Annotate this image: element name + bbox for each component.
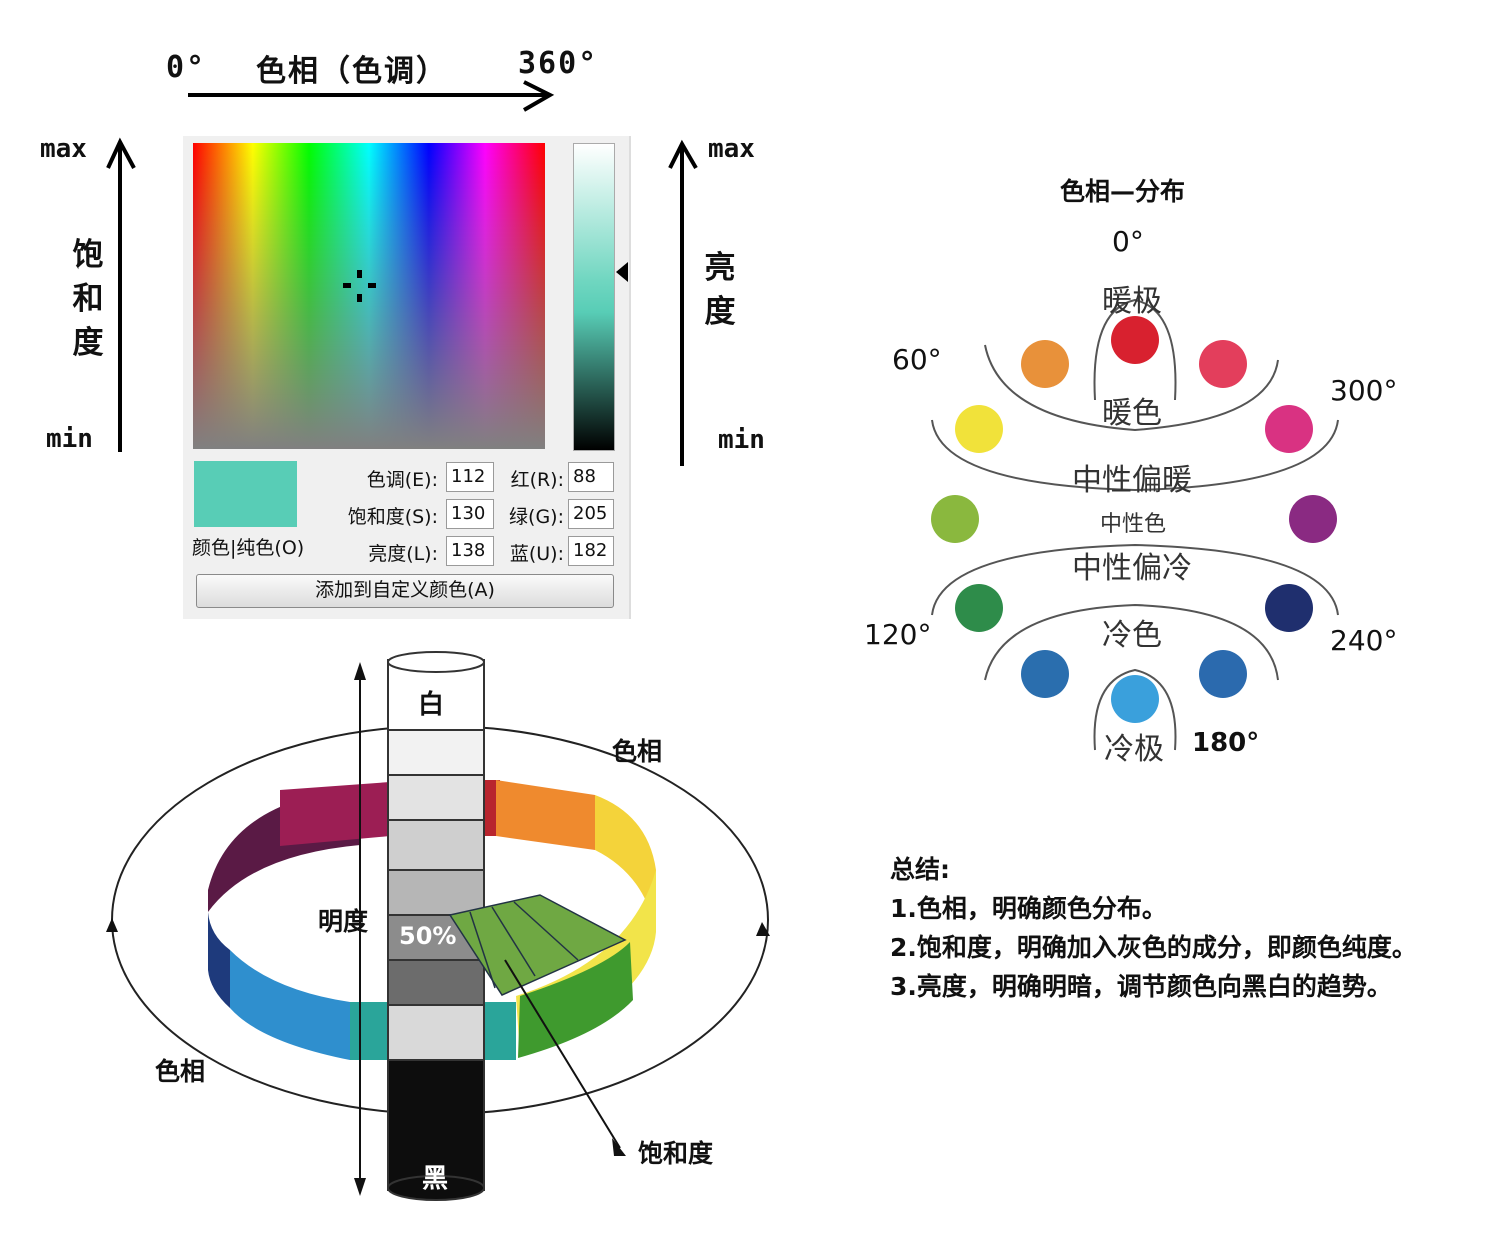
neutral-warm-label: 中性偏暖: [1072, 463, 1192, 498]
summary-title: 总结:: [890, 855, 950, 884]
saturation-field-label: 饱和度(S):: [347, 506, 438, 528]
luminance-pointer-icon[interactable]: [616, 262, 630, 284]
hue-dot-cyan: [1111, 675, 1159, 723]
cylinder-black: [387, 1059, 485, 1191]
spectrum-crosshair-icon[interactable]: [340, 266, 380, 306]
saturation-wedge: [448, 894, 627, 996]
cylinder-white-label: 白: [418, 690, 445, 720]
luminance-axis-title: 亮度: [704, 250, 736, 330]
saturation-field[interactable]: 130: [446, 499, 494, 529]
hue-dot-blue-right: [1199, 650, 1247, 698]
luminance-max-label: max: [708, 134, 755, 164]
deg-60-label: 60°: [892, 343, 942, 376]
luminance-field[interactable]: 138: [446, 536, 494, 566]
saturation-axis-arrow: [106, 137, 136, 452]
saturation-max-label: max: [40, 134, 87, 164]
hue-dot-blue-left: [1021, 650, 1069, 698]
luminance-axis-arrow: [668, 139, 698, 466]
saturation-min-label: min: [46, 424, 93, 454]
hue-dot-orange: [1021, 340, 1069, 388]
hue-saturation-spectrum[interactable]: [193, 143, 545, 449]
hue-dot-crimson: [1199, 340, 1247, 388]
hue-dot-purple: [1289, 495, 1337, 543]
warm-label: 暖色: [1102, 396, 1162, 431]
orbit-arrow-left: [106, 918, 118, 932]
swatch-label: 颜色|纯色(O): [192, 537, 305, 559]
hue-field[interactable]: 112: [446, 462, 494, 492]
cylinder-bottom-cap: [387, 1175, 485, 1201]
saturation-pointer-line: [504, 959, 621, 1149]
cylinder-fifty-label: 50%: [399, 922, 457, 950]
hue-dot-green: [955, 584, 1003, 632]
saturation-axis-title: 饱和度: [72, 237, 104, 361]
cylinder-band-3: [387, 819, 485, 871]
cylinder-black-label: 黑: [422, 1164, 449, 1194]
warm-pole-label: 暖极: [1102, 284, 1162, 319]
green-field-label: 绿(G):: [509, 506, 564, 528]
blue-field-label: 蓝(U):: [509, 543, 564, 565]
luminance-field-label: 亮度(L):: [368, 543, 438, 565]
summary-line-1: 1.色相，明确颜色分布。: [890, 894, 1167, 923]
ring-front-blue: [230, 950, 350, 1060]
red-field[interactable]: 88: [568, 462, 614, 492]
cool-label: 冷色: [1102, 618, 1162, 653]
ring-back-orange: [496, 780, 595, 850]
hue-dot-navy: [1265, 584, 1313, 632]
red-field-label: 红(R):: [510, 469, 564, 491]
cylinder-band-4: [387, 869, 485, 916]
color-swatch: [194, 461, 297, 527]
ring-back-magenta: [280, 782, 390, 846]
deg-0-label: 0°: [1112, 225, 1144, 258]
hue-axis-title: 色相（色调）: [256, 54, 448, 89]
hue-bottom-label: 色相: [155, 1057, 206, 1086]
hue-wheel-arcs: [931, 298, 1339, 751]
neutral-label: 中性色: [1100, 512, 1167, 537]
hue-dot-yellow-green: [931, 495, 979, 543]
hue-top-label: 色相: [612, 737, 663, 766]
hue-dot-pink: [1265, 405, 1313, 453]
hue-axis-end: 360°: [518, 46, 599, 81]
deg-120-label: 120°: [864, 618, 932, 651]
ring-back-yellow: [595, 795, 656, 932]
luminance-min-label: min: [718, 425, 765, 455]
hsl-cylinder-diagram: [106, 651, 770, 1201]
orbit-arrow-right: [756, 922, 770, 936]
neutral-cool-label: 中性偏冷: [1072, 551, 1192, 586]
cylinder-band-2: [387, 774, 485, 821]
hue-axis-start: 0°: [166, 50, 207, 85]
cylinder-band-1: [387, 729, 485, 776]
summary-line-2: 2.饱和度，明确加入灰色的成分，即颜色纯度。: [890, 933, 1417, 962]
hue-dot-yellow: [955, 405, 1003, 453]
ring-front-navy: [208, 912, 230, 1008]
blue-field[interactable]: 182: [568, 536, 614, 566]
saturation-label: 饱和度: [638, 1139, 714, 1168]
deg-180-label: 180°: [1192, 728, 1260, 758]
hue-field-label: 色调(E):: [366, 469, 438, 491]
summary-line-3: 3.亮度，明确明暗，调节颜色向黑白的趋势。: [890, 972, 1392, 1001]
cylinder-band-6: [387, 959, 485, 1006]
hue-axis-arrow: [188, 80, 555, 112]
luminance-slider[interactable]: [573, 143, 615, 451]
cylinder-top-cap: [387, 651, 485, 673]
hue-wheel-title: 色相—分布: [1060, 177, 1186, 206]
deg-240-label: 240°: [1330, 624, 1398, 657]
lightness-label: 明度: [318, 907, 369, 936]
hue-dot-red: [1111, 316, 1159, 364]
cool-pole-label: 冷极: [1104, 732, 1164, 767]
add-custom-color-button[interactable]: 添加到自定义颜色(A): [196, 574, 614, 608]
deg-300-label: 300°: [1330, 374, 1398, 407]
green-field[interactable]: 205: [568, 499, 614, 529]
